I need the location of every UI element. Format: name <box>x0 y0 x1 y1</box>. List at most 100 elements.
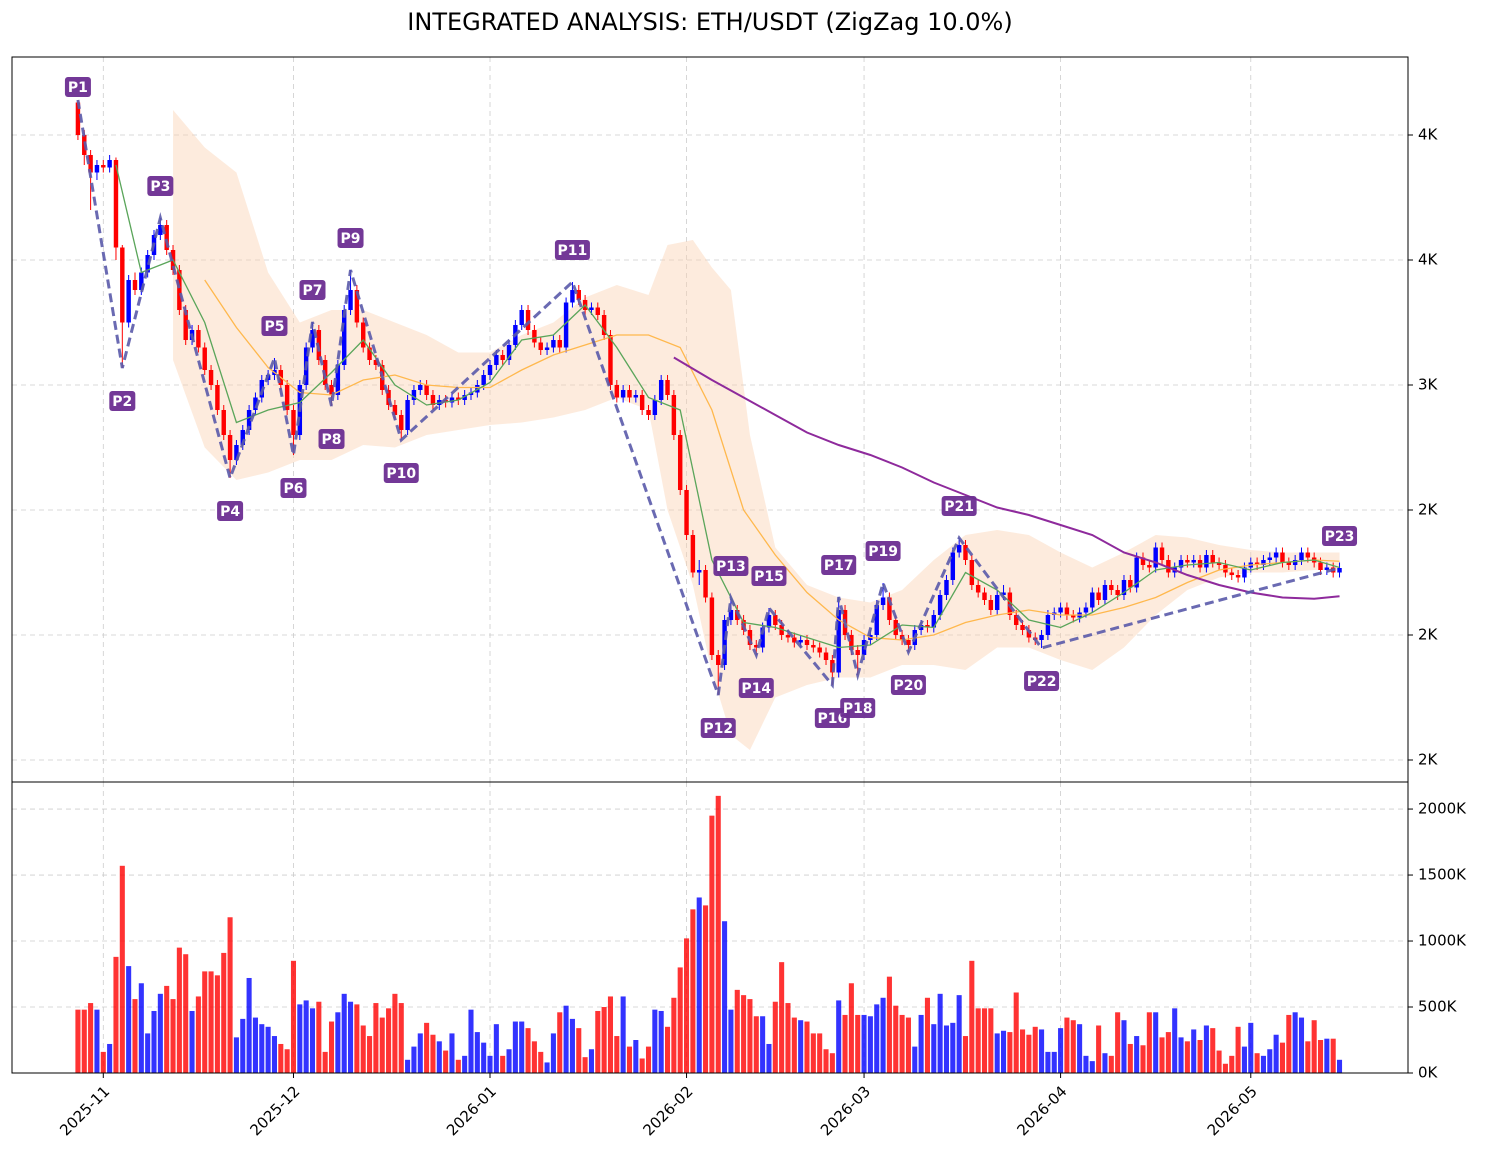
y-tick-label: 2K <box>1418 501 1439 519</box>
candle-body <box>1128 580 1133 588</box>
candle-body <box>893 620 898 635</box>
candle-body <box>487 365 493 375</box>
volume-bar <box>601 1007 607 1073</box>
volume-bar <box>1324 1038 1330 1073</box>
volume-bar <box>1292 1012 1298 1073</box>
volume-panel-frame <box>11 781 1409 1074</box>
volume-bar <box>1229 1055 1235 1073</box>
candle-body <box>918 625 924 630</box>
candle-body <box>1292 560 1298 565</box>
volume-bar <box>1248 1022 1254 1073</box>
volume-bar <box>208 971 214 1073</box>
volume-bar <box>1096 1025 1102 1073</box>
candle-body <box>481 375 486 385</box>
candle-body <box>728 610 734 620</box>
volume-bar <box>132 999 138 1073</box>
pivot-label: P12 <box>703 721 733 737</box>
volume-bar <box>943 1025 950 1073</box>
pivot-label-box <box>1024 671 1060 691</box>
y-tick-label: 1000K <box>1418 932 1467 950</box>
y-tick-label: 4K <box>1418 251 1439 269</box>
volume-bar <box>607 996 614 1073</box>
y-tick-label: 2K <box>1418 751 1439 769</box>
volume-bar <box>753 1016 759 1073</box>
candle-body <box>969 560 975 585</box>
volume-bar <box>924 997 930 1073</box>
candle-body <box>418 385 423 390</box>
candle-body <box>639 395 645 410</box>
x-tick-label: 2025-12 <box>246 1082 303 1139</box>
volume-bar <box>842 1014 848 1073</box>
candle-body <box>532 330 537 343</box>
volume-bar <box>164 985 170 1073</box>
volume-bar <box>1241 1046 1247 1073</box>
candle-body <box>1090 592 1095 608</box>
volume-bar <box>760 1016 766 1073</box>
volume-bar <box>576 1028 582 1073</box>
candle-body <box>411 390 417 400</box>
volume-bar <box>588 1049 594 1073</box>
volume-bar <box>848 983 854 1073</box>
volume-bar <box>1108 1055 1114 1073</box>
candle-body <box>373 360 379 365</box>
volume-bar <box>303 1000 309 1073</box>
volume-bar <box>417 1033 423 1073</box>
bollinger-band <box>173 110 1340 750</box>
candle-body <box>253 397 258 410</box>
volume-bar <box>405 1059 411 1073</box>
volume-bar <box>899 1014 905 1073</box>
volume-bar <box>855 1014 861 1073</box>
candle-body <box>703 570 708 598</box>
volume-bar <box>722 921 728 1073</box>
volume-bar <box>1210 1028 1216 1073</box>
candle-body <box>620 390 626 398</box>
volume-bar <box>1127 1043 1133 1073</box>
volume-bar <box>1286 1014 1292 1073</box>
candle-body <box>823 652 829 660</box>
candle-body <box>792 637 797 643</box>
candle-body <box>1026 630 1032 638</box>
volume-bar <box>455 1059 461 1073</box>
volume-bar <box>386 1008 392 1073</box>
pivot-label: P13 <box>716 559 746 575</box>
y-tick-label: 500K <box>1418 998 1458 1016</box>
candle-body <box>684 490 689 535</box>
volume-bar <box>88 1003 94 1073</box>
volume-bar <box>1077 1024 1083 1073</box>
candle-body <box>925 625 930 628</box>
volume-bar <box>1064 1017 1070 1073</box>
volume-bar <box>639 1058 645 1073</box>
candle-body <box>132 280 138 290</box>
candle-body <box>665 380 670 395</box>
candle-body <box>221 410 226 435</box>
volume-bar <box>75 1009 81 1073</box>
volume-bar <box>620 996 626 1073</box>
volume-bar <box>645 1046 652 1073</box>
indicator-line <box>204 279 1340 641</box>
volume-bar <box>1153 1012 1159 1073</box>
candle-body <box>1337 568 1342 573</box>
volume-bar <box>81 1009 87 1073</box>
candle-body <box>1147 565 1152 568</box>
volume-bar <box>1070 1020 1076 1073</box>
volume-bar <box>557 1012 563 1073</box>
volume-bar <box>233 1037 239 1073</box>
volume-bar <box>1045 1051 1051 1073</box>
volume-bar <box>994 1033 1000 1073</box>
candle-body <box>716 655 721 665</box>
volume-bar <box>316 1001 322 1073</box>
candle-body <box>1254 562 1260 565</box>
volume-bar <box>1134 1036 1140 1073</box>
volume-bar <box>436 1041 442 1073</box>
pivot-label: P14 <box>741 681 771 697</box>
candle-body <box>633 395 639 398</box>
candle-body <box>107 160 112 168</box>
candle-body <box>690 535 696 573</box>
candle-body <box>335 365 341 395</box>
volume-bar <box>360 1025 366 1073</box>
volume-bar <box>309 1008 316 1073</box>
candle-body <box>1020 625 1025 630</box>
candle-body <box>1058 607 1063 613</box>
candle-body <box>722 620 727 665</box>
volume-bar <box>379 1017 385 1073</box>
